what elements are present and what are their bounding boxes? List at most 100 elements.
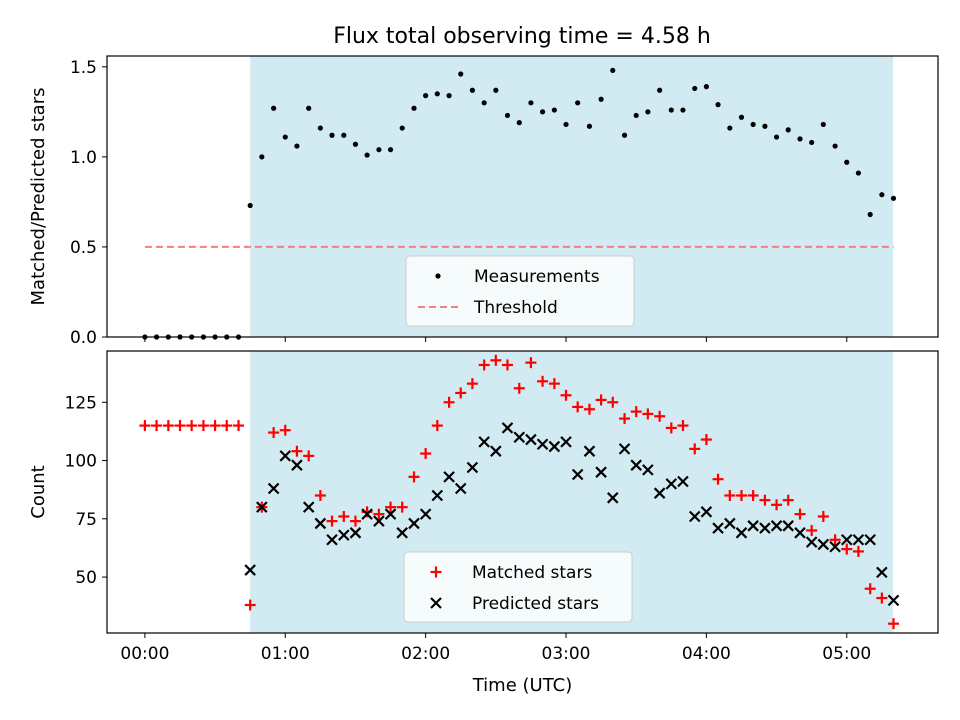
data-point bbox=[841, 543, 853, 555]
data-point bbox=[703, 84, 709, 90]
chart-title: Flux total observing time = 4.58 h bbox=[333, 24, 711, 49]
data-point bbox=[689, 443, 701, 455]
data-point bbox=[408, 471, 420, 483]
data-point-b bbox=[302, 501, 315, 513]
x-tick-label: 03:00 bbox=[542, 644, 591, 664]
data-point-b bbox=[256, 501, 268, 513]
data-point bbox=[399, 125, 405, 131]
data-point bbox=[809, 139, 815, 146]
data-point bbox=[490, 445, 502, 457]
data-point-b bbox=[653, 487, 666, 499]
data-point bbox=[700, 506, 713, 518]
data-point bbox=[712, 522, 724, 534]
data-point bbox=[548, 440, 561, 453]
data-point-b bbox=[817, 538, 830, 551]
data-point-b bbox=[513, 431, 526, 444]
data-point bbox=[586, 123, 593, 129]
bottom-panel: 50 75 100 125 00:00 01:00 02:00 03:00 04:00 05:00… bbox=[28, 350, 939, 696]
data-point bbox=[419, 508, 432, 520]
data-point bbox=[385, 501, 397, 513]
data-point bbox=[478, 436, 490, 448]
data-point bbox=[303, 450, 315, 462]
data-point bbox=[516, 120, 522, 126]
data-point bbox=[423, 93, 429, 99]
data-point bbox=[291, 445, 303, 457]
data-point bbox=[852, 545, 864, 557]
data-point-b bbox=[665, 478, 678, 490]
legend-item: Matched stars bbox=[430, 563, 592, 583]
data-point bbox=[782, 520, 795, 532]
data-point bbox=[735, 527, 748, 539]
data-point bbox=[867, 211, 873, 218]
data-point bbox=[431, 489, 444, 502]
data-point-b bbox=[408, 517, 420, 530]
data-point bbox=[797, 136, 803, 142]
legend-label: Measurements bbox=[474, 267, 600, 287]
data-point bbox=[306, 105, 312, 111]
data-point bbox=[855, 170, 862, 176]
data-point bbox=[349, 527, 362, 539]
legend-label: Threshold bbox=[473, 298, 558, 318]
data-point bbox=[174, 420, 186, 432]
data-point bbox=[794, 527, 806, 539]
data-point-b bbox=[384, 508, 397, 520]
x-tick-label: 04:00 bbox=[682, 644, 731, 664]
legend-swatch bbox=[430, 597, 442, 609]
data-point bbox=[329, 132, 335, 138]
y-tick-label: 75 bbox=[75, 510, 97, 530]
data-point bbox=[536, 438, 549, 451]
data-point bbox=[466, 378, 478, 390]
data-point bbox=[490, 354, 502, 366]
data-point-b bbox=[338, 529, 350, 541]
data-point-b bbox=[373, 515, 385, 527]
legend-swatch-b bbox=[430, 597, 442, 609]
data-point bbox=[817, 538, 830, 551]
data-point bbox=[712, 473, 724, 485]
data-point bbox=[888, 618, 900, 630]
data-point bbox=[384, 508, 397, 520]
legend-item: Predicted stars bbox=[430, 594, 599, 614]
data-point bbox=[583, 445, 596, 457]
legend-item: Measurements bbox=[435, 267, 600, 287]
data-point bbox=[890, 195, 897, 201]
legend-label: Predicted stars bbox=[472, 594, 599, 614]
data-point-b bbox=[618, 443, 631, 455]
data-point-b bbox=[595, 466, 607, 478]
data-point bbox=[677, 420, 689, 432]
data-point bbox=[571, 468, 584, 481]
data-point bbox=[864, 583, 876, 595]
data-point-b bbox=[712, 522, 724, 534]
legend-box bbox=[405, 255, 635, 327]
data-point bbox=[692, 85, 698, 92]
data-point-b bbox=[326, 533, 338, 546]
data-point-b bbox=[688, 510, 701, 523]
data-point bbox=[139, 420, 151, 432]
data-point bbox=[247, 202, 253, 209]
data-point bbox=[645, 109, 651, 115]
data-point-b bbox=[677, 475, 689, 488]
data-point bbox=[724, 517, 736, 530]
data-point bbox=[151, 420, 163, 432]
data-point bbox=[352, 141, 359, 147]
data-point bbox=[525, 357, 537, 369]
data-point bbox=[411, 105, 417, 111]
data-point bbox=[665, 422, 677, 434]
data-point bbox=[209, 420, 221, 432]
data-point bbox=[724, 489, 736, 501]
axes-frame bbox=[106, 350, 939, 634]
data-point bbox=[314, 489, 326, 501]
data-point bbox=[852, 533, 865, 546]
data-point bbox=[458, 71, 464, 77]
data-point-b bbox=[583, 445, 596, 457]
data-point bbox=[829, 540, 841, 553]
data-point-b bbox=[454, 482, 467, 495]
data-point bbox=[267, 482, 280, 495]
data-point-b bbox=[735, 527, 748, 539]
data-point bbox=[446, 93, 452, 99]
data-point bbox=[806, 524, 818, 536]
data-point bbox=[431, 420, 443, 432]
data-point bbox=[738, 114, 745, 120]
data-point-b bbox=[642, 464, 654, 476]
series-matched-stars bbox=[139, 354, 900, 630]
